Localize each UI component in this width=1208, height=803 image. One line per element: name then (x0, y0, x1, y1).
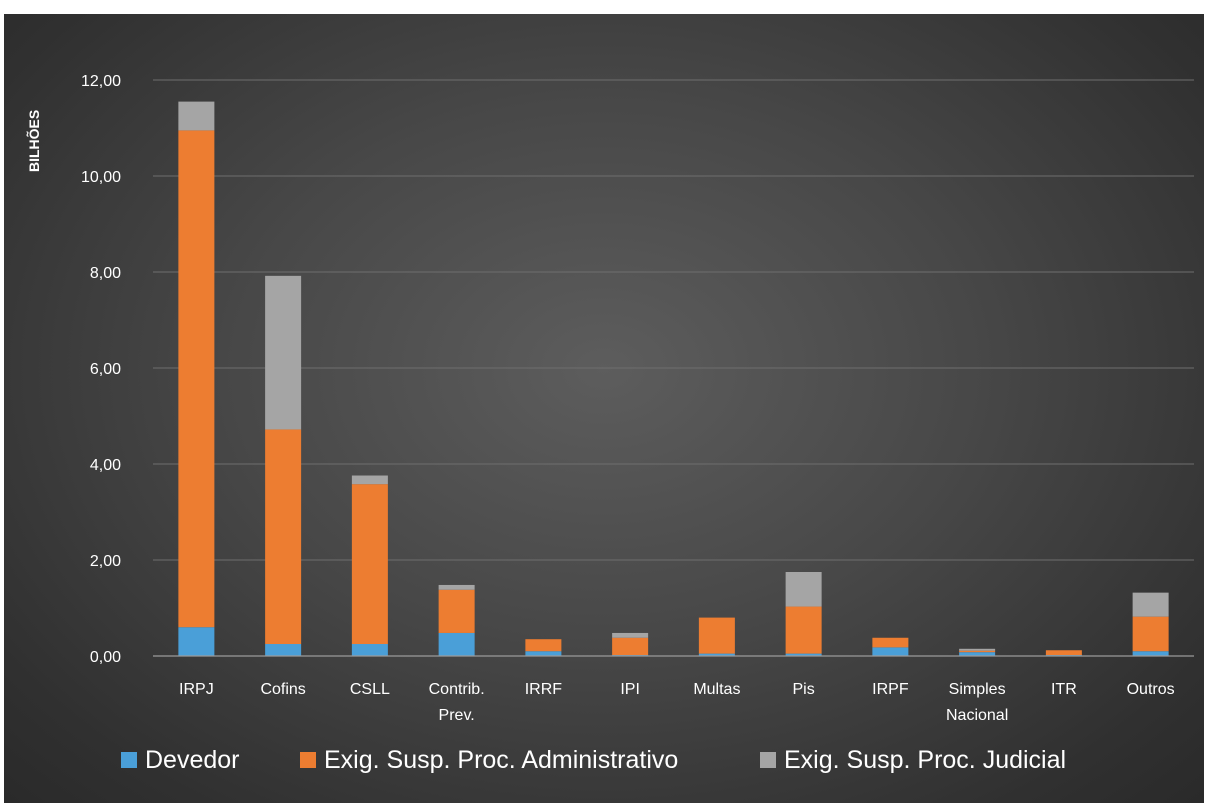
y-tick-label: 8,00 (90, 265, 121, 282)
gridlines (153, 79, 1194, 561)
chart-area: 0,00 2,00 4,00 6,00 8,00 10,00 12,00 IRPJ Cofin… (4, 14, 1204, 803)
x-category-label: Multas (693, 681, 740, 698)
bar-segment (178, 101, 215, 131)
bar-segment (265, 644, 302, 656)
legend-swatch (300, 752, 316, 768)
legend-swatch (760, 752, 776, 768)
bar-segment (612, 632, 649, 638)
x-category-label: Nacional (946, 707, 1008, 724)
legend: Devedor Exig. Susp. Proc. Administrativo E… (121, 746, 1066, 774)
x-category-label: IRPF (872, 681, 909, 698)
bar-segment (959, 650, 996, 653)
bar-segment (1132, 616, 1169, 652)
legend-swatch (121, 752, 137, 768)
y-tick-label: 0,00 (90, 649, 121, 666)
bar-segment (438, 632, 475, 656)
bar-segment (265, 275, 302, 430)
y-axis-title: BILHÕES (25, 110, 42, 172)
y-tick-label: 4,00 (90, 457, 121, 474)
legend-label: Exig. Susp. Proc. Judicial (784, 746, 1066, 774)
bar-segment (959, 652, 996, 656)
bar-segment (785, 572, 822, 607)
x-category-label: ITR (1051, 681, 1077, 698)
stacked-bar-chart: 0,00 2,00 4,00 6,00 8,00 10,00 12,00 IRPJ Cofin… (25, 73, 1194, 774)
bar-segment (178, 627, 215, 656)
bar-segment (785, 606, 822, 654)
y-tick-label: 12,00 (81, 73, 121, 90)
bar-segment (698, 653, 735, 656)
y-tick-label: 10,00 (81, 169, 121, 186)
bar-segment (1132, 592, 1169, 617)
bar-segment (612, 637, 649, 656)
x-category-label: Outros (1127, 681, 1175, 698)
bar-segment (351, 475, 388, 485)
x-category-label: Contrib. (429, 681, 485, 698)
bar-segment (785, 653, 822, 656)
bar-segment (872, 637, 909, 648)
y-axis-ticks: 0,00 2,00 4,00 6,00 8,00 10,00 12,00 (81, 73, 121, 666)
bar-segment (438, 589, 475, 633)
x-category-label: Pis (793, 681, 815, 698)
x-axis-categories: IRPJ Cofins CSLL Contrib. Prev. IRRF IPI Multas… (179, 681, 1175, 724)
x-category-label: CSLL (350, 681, 390, 698)
legend-label: Devedor (145, 746, 240, 774)
bar-segment (1045, 650, 1082, 656)
bar-segment (525, 651, 562, 656)
bars (178, 101, 1169, 656)
y-tick-label: 6,00 (90, 361, 121, 378)
bar-segment (959, 648, 996, 651)
bar-segment (872, 647, 909, 656)
x-category-label: IPI (620, 681, 640, 698)
bar-segment (525, 639, 562, 652)
bar-segment (438, 584, 475, 590)
bar-segment (351, 484, 388, 644)
x-category-label: IRRF (525, 681, 563, 698)
y-tick-label: 2,00 (90, 553, 121, 570)
x-category-label: Simples (949, 681, 1006, 698)
bar-segment (1132, 651, 1169, 656)
bar-segment (351, 644, 388, 656)
bar-segment (265, 429, 302, 644)
x-category-label: Cofins (260, 681, 305, 698)
bar-segment (178, 130, 215, 628)
bar-segment (698, 617, 735, 654)
legend-label: Exig. Susp. Proc. Administrativo (324, 746, 678, 774)
x-category-label: IRPJ (179, 681, 214, 698)
x-category-label: Prev. (439, 707, 475, 724)
